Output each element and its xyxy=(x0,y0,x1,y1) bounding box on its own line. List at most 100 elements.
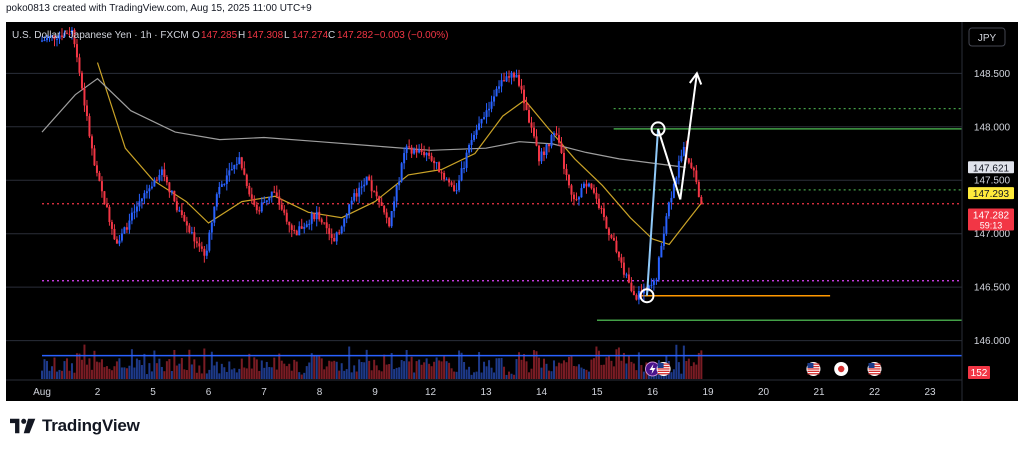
volume-bar xyxy=(155,363,158,379)
price-chart[interactable]: U.S. Dollar / Japanese Yen · 1h · FXCM O… xyxy=(6,22,1018,401)
candle-body xyxy=(345,213,348,219)
candle-body xyxy=(488,108,491,111)
candle-body xyxy=(148,188,151,192)
volume-bar xyxy=(700,350,703,379)
volume-bar xyxy=(400,360,403,379)
volume-bar xyxy=(395,367,398,379)
volume-bar xyxy=(110,370,113,379)
volume-bar xyxy=(60,370,63,379)
candle-body xyxy=(602,208,605,218)
candle-body xyxy=(530,122,533,128)
candle-body xyxy=(90,136,93,149)
volume-bar xyxy=(350,372,353,379)
candle-body xyxy=(350,200,353,205)
candle-body xyxy=(403,153,406,164)
volume-bar xyxy=(200,373,203,379)
candle-body xyxy=(78,57,81,73)
candle-body xyxy=(590,183,593,189)
candle-body xyxy=(615,240,618,252)
candle-body xyxy=(500,80,503,87)
ohlc-h-label: H xyxy=(238,30,245,41)
us-flag-stripe xyxy=(807,373,820,375)
candle-body xyxy=(430,155,433,161)
candle-body xyxy=(523,89,526,104)
candle-body xyxy=(418,149,421,153)
volume-bar xyxy=(133,367,136,379)
candle-body xyxy=(360,186,363,188)
candle-body xyxy=(503,80,506,82)
candle-body xyxy=(85,105,88,117)
candle-body xyxy=(223,183,226,185)
currency-button-label: JPY xyxy=(978,33,997,44)
candle-body xyxy=(230,169,233,171)
candle-body xyxy=(560,142,563,153)
tradingview-logo-icon xyxy=(10,418,36,434)
volume-bar xyxy=(295,361,298,379)
candle-body xyxy=(518,74,521,86)
chart-panel[interactable]: U.S. Dollar / Japanese Yen · 1h · FXCM O… xyxy=(6,22,1018,401)
volume-bar xyxy=(632,363,635,379)
symbol-title: U.S. Dollar / Japanese Yen · 1h · FXCM xyxy=(12,30,189,41)
volume-bar xyxy=(58,369,61,379)
candle-body xyxy=(248,185,251,195)
volume-bar xyxy=(323,369,326,379)
candle-body xyxy=(440,172,443,174)
volume-bar xyxy=(90,369,93,379)
candle-body xyxy=(395,185,398,202)
volume-bar xyxy=(602,364,605,379)
volume-bar xyxy=(270,367,273,379)
volume-bar xyxy=(545,363,548,379)
volume-bar xyxy=(650,374,653,379)
candle-body xyxy=(173,190,176,202)
candle-body xyxy=(273,191,276,193)
tradingview-logo[interactable]: TradingView xyxy=(10,416,140,436)
candle-body xyxy=(310,213,313,224)
volume-bar xyxy=(43,359,46,379)
candle-body xyxy=(193,232,196,242)
volume-bar xyxy=(635,370,638,379)
candle-body xyxy=(108,206,111,223)
volume-bar xyxy=(420,364,423,379)
volume-bar xyxy=(508,371,511,379)
candle-body xyxy=(368,176,371,181)
volume-bar xyxy=(615,349,618,379)
volume-bar xyxy=(390,353,393,379)
volume-bar xyxy=(220,363,223,379)
time-tick-label: 5 xyxy=(150,387,156,398)
candle-body xyxy=(528,110,531,123)
volume-bar xyxy=(592,358,595,379)
candle-body xyxy=(238,157,241,165)
ohlc-c-value: 147.282 xyxy=(337,30,374,41)
currency-button[interactable]: JPY xyxy=(968,27,1006,47)
volume-bar xyxy=(135,358,138,379)
high-marker-circle xyxy=(650,121,666,137)
candle-body xyxy=(303,226,306,229)
volume-label: 152 xyxy=(971,368,988,379)
candle-body xyxy=(73,29,76,45)
volume-bar xyxy=(428,363,431,379)
candle-body xyxy=(41,40,43,42)
volume-bar xyxy=(123,367,126,379)
candle-body xyxy=(572,194,575,200)
volume-bar xyxy=(498,358,501,379)
time-tick-label: 16 xyxy=(647,387,659,398)
us-flag-stripe xyxy=(657,368,670,370)
volume-bar xyxy=(85,364,88,379)
candle-body xyxy=(145,191,148,194)
time-tick-label: 6 xyxy=(206,387,212,398)
volume-bar xyxy=(495,358,498,379)
price-tick-label: 148.500 xyxy=(974,69,1011,80)
candle-body xyxy=(625,274,628,276)
volume-bar xyxy=(325,366,328,379)
volume-bar xyxy=(183,369,186,379)
long-ma xyxy=(41,77,686,168)
candle-body xyxy=(315,211,318,220)
candle-body xyxy=(103,191,106,205)
volume-bar xyxy=(130,349,133,379)
volume-bar xyxy=(600,364,603,379)
volume-bar xyxy=(318,355,321,379)
candle-body xyxy=(153,179,156,187)
candle-body xyxy=(280,204,283,210)
candle-body xyxy=(562,152,565,169)
volume-bar xyxy=(557,362,560,379)
